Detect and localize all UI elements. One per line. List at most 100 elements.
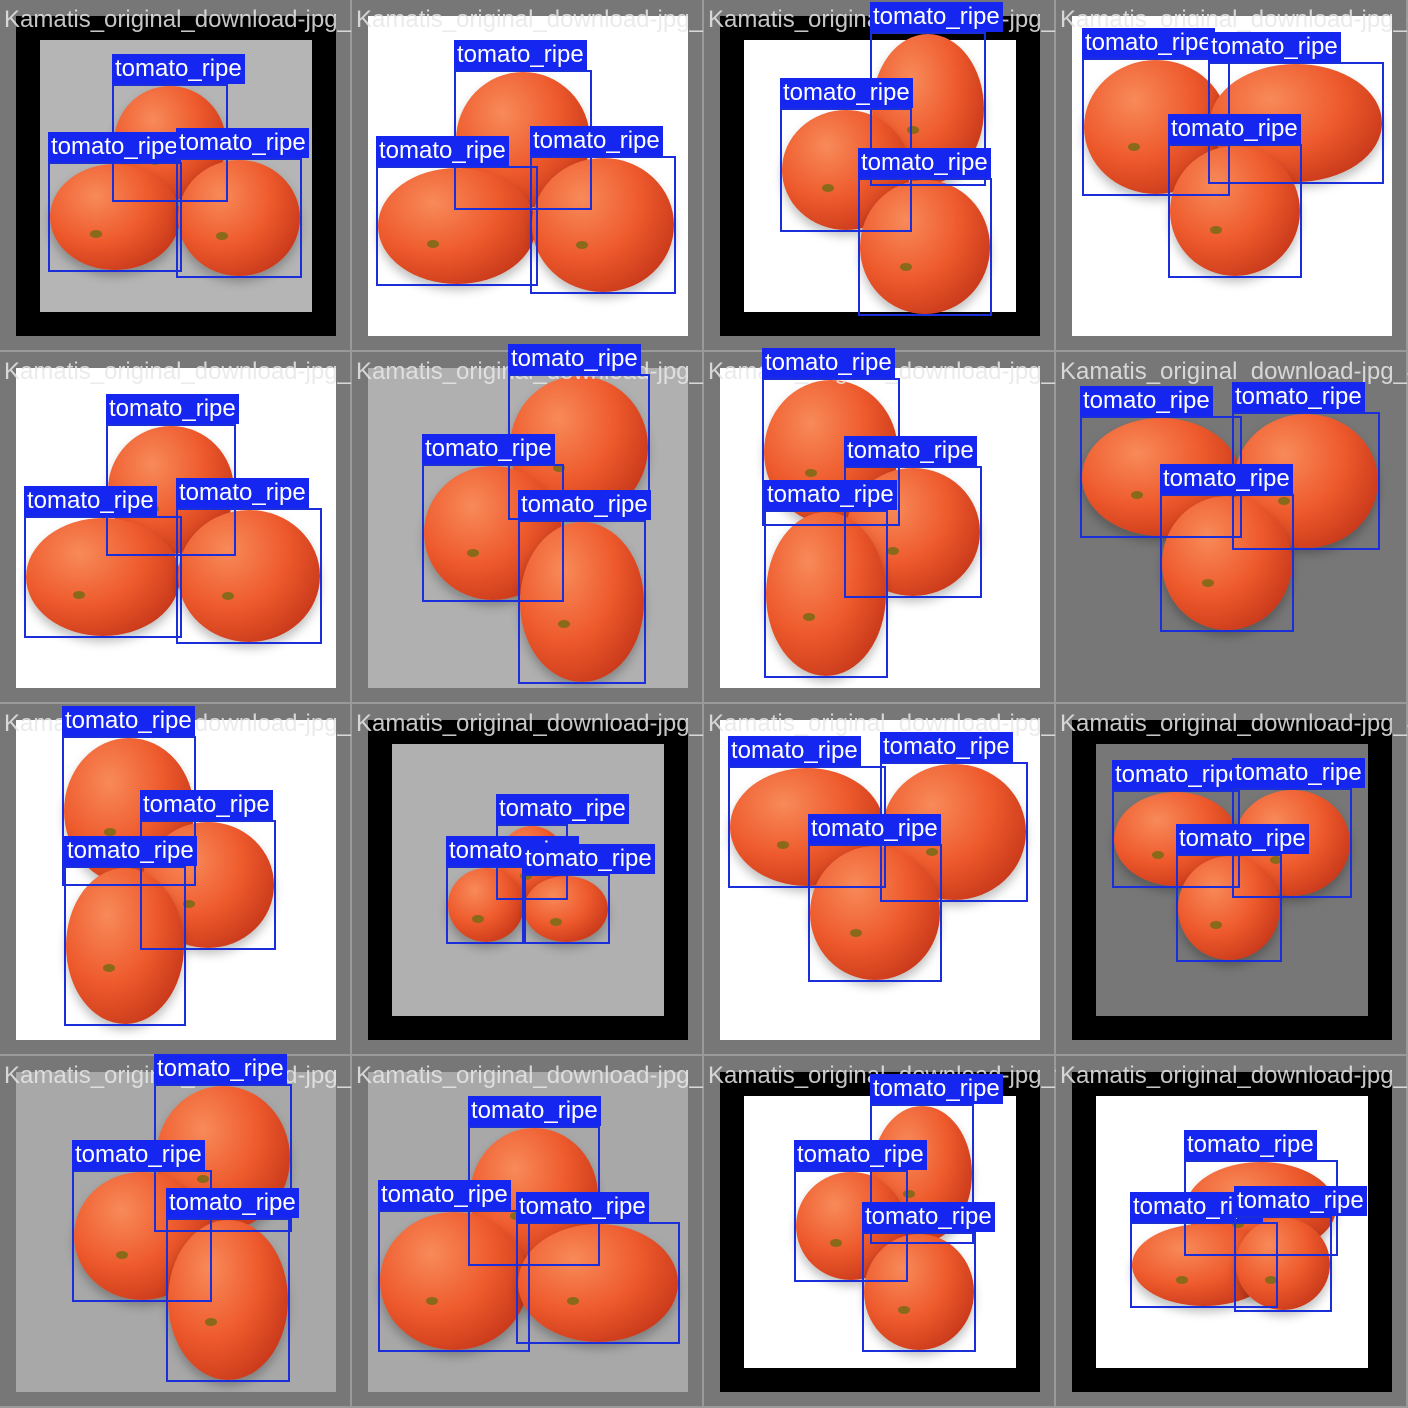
box-label: tomato_ripe [1080, 386, 1213, 416]
bounding-box[interactable] [764, 510, 888, 678]
tomato-object [520, 522, 644, 682]
box-label: tomato_ripe [870, 1074, 1003, 1104]
tomato-object [378, 168, 536, 284]
stem-mark [926, 848, 939, 856]
stem-mark [182, 900, 195, 908]
box-label: tomato_ripe [762, 348, 895, 378]
box-label: tomato_ripe [62, 706, 195, 736]
stem-mark [1176, 1275, 1189, 1284]
bounding-box[interactable] [808, 844, 942, 982]
box-label: tomato_ripe [728, 736, 861, 766]
stem-mark [887, 547, 900, 556]
box-label: tomato_ripe [1234, 1186, 1367, 1216]
stem-mark [1209, 920, 1222, 929]
stem-mark [550, 918, 563, 926]
box-label: tomato_ripe [508, 344, 641, 374]
bounding-box[interactable] [844, 466, 982, 598]
tomato-object [178, 160, 300, 276]
box-label: tomato_ripe [1160, 464, 1293, 494]
stem-mark [777, 841, 790, 850]
bounding-box[interactable] [166, 1218, 290, 1382]
box-label: tomato_ripe [1232, 758, 1365, 788]
box-label: tomato_ripe [72, 1140, 205, 1170]
stem-mark [205, 1318, 218, 1327]
box-label: tomato_ripe [154, 1054, 287, 1084]
bounding-box[interactable] [1168, 144, 1302, 278]
bounding-box[interactable] [422, 464, 564, 602]
box-label: tomato_ripe [422, 434, 555, 464]
bounding-box[interactable] [378, 1210, 530, 1352]
bounding-box[interactable] [1130, 1222, 1278, 1308]
bounding-box[interactable] [140, 820, 276, 950]
box-label: tomato_ripe [1176, 824, 1309, 854]
bounding-box[interactable] [376, 166, 538, 286]
stem-mark [197, 1174, 210, 1183]
box-label: tomato_ripe [1168, 114, 1301, 144]
image-tile [1056, 1056, 1408, 1408]
bounding-box[interactable] [72, 1170, 212, 1302]
bounding-box[interactable] [530, 156, 676, 294]
stem-mark [1210, 226, 1223, 235]
bounding-box[interactable] [870, 1104, 974, 1244]
tomato-object [1236, 1218, 1330, 1310]
box-label: tomato_ripe [844, 436, 977, 466]
stem-mark [805, 468, 818, 477]
bounding-box[interactable] [518, 520, 646, 684]
box-label: tomato_ripe [1208, 32, 1341, 62]
stem-mark [426, 240, 439, 248]
box-label: tomato_ripe [176, 478, 309, 508]
bounding-box[interactable] [24, 516, 182, 638]
image-frame [1072, 1072, 1392, 1392]
bounding-box[interactable] [64, 866, 186, 1026]
stem-mark [1270, 856, 1282, 864]
tomato-object [1178, 856, 1280, 960]
stem-mark [425, 1297, 438, 1306]
tomato-object [766, 512, 886, 676]
stem-mark [1278, 496, 1291, 505]
stem-mark [558, 620, 571, 629]
stem-mark [116, 1251, 128, 1260]
image-frame [1072, 16, 1392, 336]
tomato-object [860, 180, 990, 314]
tomato-object [1162, 496, 1292, 630]
box-label: tomato_ripe [870, 2, 1003, 32]
box-label: tomato_ripe [858, 148, 991, 178]
box-label: tomato_ripe [454, 40, 587, 70]
bounding-box[interactable] [1234, 1216, 1332, 1312]
bounding-box[interactable] [522, 874, 610, 944]
stem-mark [821, 184, 834, 193]
stem-mark [850, 928, 863, 937]
stem-mark [90, 230, 103, 238]
box-label: tomato_ripe [378, 1180, 511, 1210]
box-label: tomato_ripe [176, 128, 309, 158]
box-label: tomato_ripe [530, 126, 663, 156]
stem-mark [104, 828, 117, 836]
stem-mark [472, 914, 484, 923]
stem-mark [102, 964, 115, 972]
box-label: tomato_ripe [1184, 1130, 1317, 1160]
bounding-box[interactable] [858, 178, 992, 316]
box-label: tomato_ripe [140, 790, 273, 820]
stem-mark [73, 591, 86, 600]
box-label: tomato_ripe [64, 836, 197, 866]
stem-mark [803, 612, 816, 621]
bounding-box[interactable] [1160, 494, 1294, 632]
bounding-box[interactable] [516, 1222, 680, 1344]
stem-mark [567, 1297, 580, 1306]
stem-mark [221, 591, 234, 600]
bounding-box[interactable] [862, 1232, 976, 1352]
bounding-box[interactable] [176, 508, 322, 644]
bounding-box[interactable] [48, 162, 182, 272]
box-label: tomato_ripe [880, 732, 1013, 762]
stem-mark [1265, 1275, 1278, 1284]
box-label: tomato_ripe [518, 490, 651, 520]
box-label: tomato_ripe [1112, 760, 1245, 790]
bounding-box[interactable] [176, 158, 302, 278]
box-label: tomato_ripe [764, 480, 897, 510]
stem-mark [1128, 142, 1141, 151]
image-tile [0, 704, 352, 1056]
tomato-object [1170, 146, 1300, 276]
box-label: tomato_ripe [1232, 382, 1365, 412]
bounding-box[interactable] [446, 866, 526, 944]
bounding-box[interactable] [1176, 854, 1282, 962]
